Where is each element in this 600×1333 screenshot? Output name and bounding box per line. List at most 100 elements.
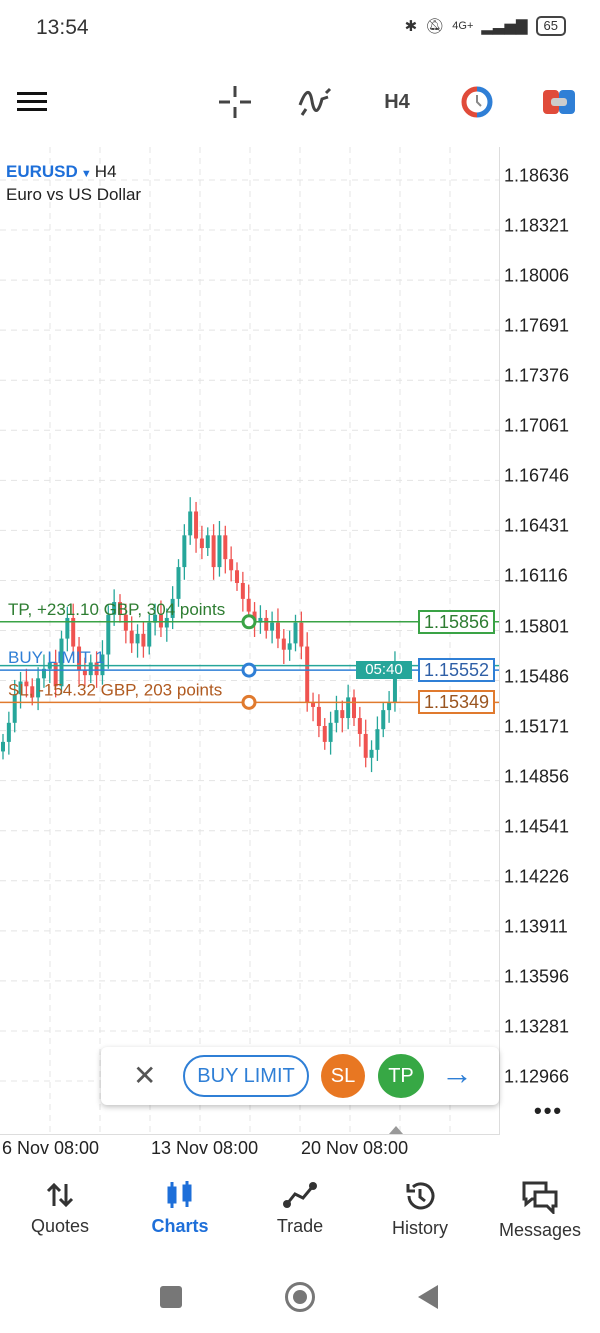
nav-label: Trade xyxy=(276,1216,324,1236)
candle-body xyxy=(229,559,234,571)
candle-body xyxy=(164,617,169,628)
candle-body xyxy=(316,706,321,727)
bell-off-icon: 🔕︎ xyxy=(425,18,445,35)
crosshair-button[interactable] xyxy=(216,84,254,120)
price-tick: 1.17376 xyxy=(504,365,570,386)
nav-charts[interactable]: Charts xyxy=(120,1180,240,1250)
time-label: 6 Nov 08:00 xyxy=(2,1138,100,1158)
candle-body xyxy=(240,582,245,599)
chart-toolbar: H4 xyxy=(0,72,600,132)
candle-body xyxy=(275,622,280,639)
trade-button[interactable] xyxy=(542,84,576,120)
more-icon[interactable]: ••• xyxy=(534,1098,564,1123)
candle-body xyxy=(147,622,152,647)
trade-chart-icon xyxy=(283,1182,317,1208)
tp-drag-handle[interactable] xyxy=(241,614,257,630)
signal-icon: ▂▃▅▇ xyxy=(481,18,528,35)
symbol-selector[interactable]: EURUSD ▼ H4 xyxy=(6,162,117,182)
back-button[interactable] xyxy=(418,1285,438,1309)
candle-body xyxy=(387,702,392,711)
bar-countdown: 05:40 xyxy=(356,661,412,680)
price-tick: 1.12966 xyxy=(504,1066,570,1087)
price-tick: 1.17061 xyxy=(504,415,570,436)
candle-body xyxy=(1,741,5,752)
one-click-trading-button[interactable] xyxy=(460,84,494,120)
sl-price-label: 1.15349 xyxy=(418,690,496,715)
close-order-button[interactable]: ✕ xyxy=(133,1060,157,1091)
price-tick: 1.13911 xyxy=(504,916,568,937)
candle-body xyxy=(12,694,17,723)
price-tick: 1.15171 xyxy=(504,716,570,737)
nav-label: Charts xyxy=(151,1216,209,1236)
candle-body xyxy=(334,710,339,723)
candle-body xyxy=(258,617,263,623)
price-tick: 1.15486 xyxy=(504,666,570,687)
tp-button[interactable]: TP xyxy=(378,1054,424,1098)
nav-history[interactable]: History xyxy=(360,1180,480,1250)
candle-body xyxy=(71,617,76,647)
crosshair-icon xyxy=(219,86,251,118)
candle-body xyxy=(82,670,87,676)
candle-body xyxy=(381,710,386,730)
candle-body xyxy=(211,535,216,568)
candle-body xyxy=(112,602,117,615)
price-tick: 1.14541 xyxy=(504,816,570,837)
arrow-right-icon[interactable]: → xyxy=(441,1055,473,1091)
charts-icon xyxy=(167,1181,192,1208)
sl-drag-handle[interactable] xyxy=(241,694,257,710)
order-type-button[interactable]: BUY LIMIT xyxy=(183,1055,309,1097)
nav-label: History xyxy=(391,1218,448,1238)
candle-body xyxy=(24,681,29,687)
nav-trade[interactable]: Trade xyxy=(240,1180,360,1250)
home-button[interactable] xyxy=(285,1282,315,1312)
candle-body xyxy=(322,726,327,742)
candle-body xyxy=(170,598,175,618)
candle-body xyxy=(264,617,269,631)
chart-canvas[interactable]: TP, +231.10 GBP, 304 points BUY LIMIT 1 SL… xyxy=(0,147,500,1135)
order-bar: ✕ BUY LIMIT SL TP → xyxy=(101,1047,499,1105)
bluetooth-icon: ✱ xyxy=(404,18,418,35)
dropdown-icon: ▼ xyxy=(77,168,95,180)
candle-body xyxy=(369,749,374,758)
timeframe-button[interactable]: H4 xyxy=(384,90,410,113)
candle-body xyxy=(65,617,70,639)
candle-body xyxy=(53,662,58,687)
nav-quotes[interactable]: Quotes xyxy=(0,1180,120,1250)
nav-label: Quotes xyxy=(30,1216,90,1236)
candle-body xyxy=(287,643,292,650)
candle-body xyxy=(270,622,275,631)
price-tick: 1.17691 xyxy=(504,315,570,336)
home-icon xyxy=(293,1290,307,1304)
candle-body xyxy=(41,668,46,679)
indicators-button[interactable] xyxy=(296,84,336,120)
price-tick: 1.18321 xyxy=(504,215,570,236)
scroll-marker-icon[interactable] xyxy=(389,1126,403,1134)
candle-body xyxy=(77,646,82,671)
price-tick: 1.13596 xyxy=(504,966,570,987)
price-chart[interactable]: TP, +231.10 GBP, 304 points BUY LIMIT 1 SL… xyxy=(0,147,500,1135)
messages-icon xyxy=(522,1181,558,1214)
candle-body xyxy=(30,686,35,698)
tp-line-text: TP, +231.10 GBP, 304 points xyxy=(8,600,225,619)
tp-price-label: 1.15856 xyxy=(418,609,496,634)
candle-body xyxy=(176,567,181,599)
nav-messages[interactable]: Messages xyxy=(480,1180,600,1250)
price-tick: 1.14226 xyxy=(504,866,570,887)
bottom-nav: Quotes Charts Trade History Messages xyxy=(0,1180,600,1250)
candle-body xyxy=(305,646,310,703)
candle-body xyxy=(94,662,99,676)
clock-trade-icon xyxy=(461,86,493,118)
recents-button[interactable] xyxy=(160,1286,182,1308)
candle-body xyxy=(118,602,122,615)
candle-body xyxy=(223,535,228,560)
price-tick: 1.15801 xyxy=(504,616,570,636)
indicators-icon xyxy=(298,87,332,116)
order-drag-handle[interactable] xyxy=(241,662,257,678)
time-label: 13 Nov 08:00 xyxy=(151,1138,259,1158)
price-tick: 1.16746 xyxy=(504,465,570,486)
candle-body xyxy=(281,638,286,650)
network-label: 4G+ xyxy=(452,20,474,32)
symbol-name: EURUSD xyxy=(6,162,78,181)
menu-button[interactable] xyxy=(14,84,50,120)
sl-button[interactable]: SL xyxy=(321,1054,365,1098)
